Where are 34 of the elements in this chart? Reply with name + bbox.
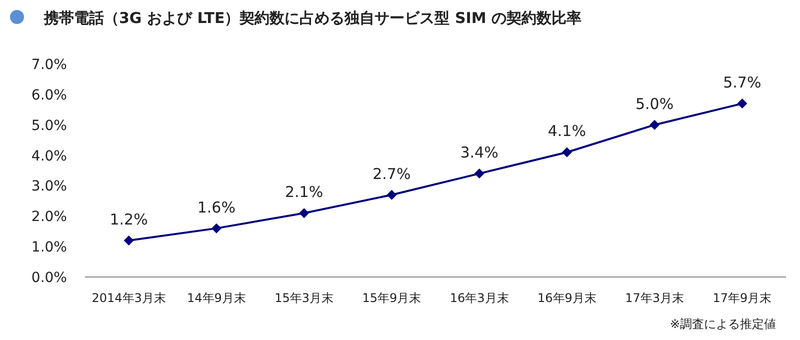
x-tick-label: 15年9月末: [362, 291, 422, 305]
x-tick-label: 16年9月末: [537, 291, 596, 305]
point: [562, 147, 572, 158]
x-tick-label: 16年3月末: [450, 291, 509, 305]
y-tick-label: 3.0%: [31, 178, 67, 195]
y-tick-label: 0.0%: [31, 270, 67, 286]
data-label: 2.1%: [285, 183, 324, 202]
data-label: 2.7%: [372, 164, 411, 183]
text: ※調査による推定値: [670, 317, 776, 331]
point: [211, 223, 222, 234]
y-tick-label: 1.0%: [31, 240, 67, 256]
y-tick-label: 7.0%: [31, 57, 67, 73]
data-label: 5.0%: [636, 94, 674, 113]
y-tick-label: 4.0%: [31, 148, 67, 164]
y-tick-label: 6.0%: [31, 87, 67, 104]
data-label: 3.4%: [460, 144, 498, 162]
y-tick-label: 2.0%: [31, 209, 67, 226]
point: [124, 235, 134, 246]
x-tick-label: 15年3月末: [274, 291, 334, 305]
x-tick-label: 17年9月末: [712, 291, 772, 305]
point: [650, 120, 660, 130]
point: [737, 98, 748, 109]
data-label: 4.1%: [548, 122, 586, 140]
x-tick-label: 17年3月末: [625, 291, 684, 305]
point: [386, 190, 397, 200]
data-label: 1.2%: [110, 210, 148, 228]
data-label: 1.6%: [197, 198, 236, 216]
x-tick-label: 14年9月末: [186, 291, 246, 305]
x-tick-label: 2014年3月末: [92, 291, 166, 305]
y-tick-label: 5.0%: [31, 118, 67, 134]
point: [299, 208, 310, 218]
chart-title: 携帯電話（3G および LTE）契約数に占める独自サービス型 SIM の契約数比率: [43, 9, 582, 27]
point: [474, 168, 484, 179]
data-label: 5.7%: [723, 74, 762, 92]
